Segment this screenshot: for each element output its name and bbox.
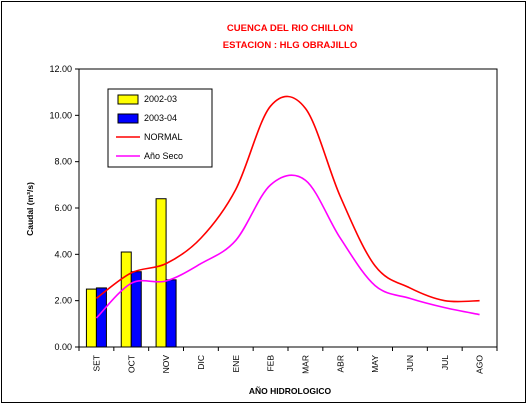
legend-label: NORMAL <box>144 132 183 142</box>
bar <box>120 251 132 348</box>
x-tick-label: ENE <box>231 355 241 373</box>
bar <box>165 279 177 348</box>
x-tick-label: DIC <box>196 355 206 370</box>
y-tick-label: 6.00 <box>54 203 72 213</box>
series-line <box>95 174 480 319</box>
x-tick-label: SET <box>91 355 101 372</box>
x-tick-label: MAR <box>300 355 310 374</box>
chart-title: CUENCA DEL RIO CHILLON <box>227 23 353 34</box>
legend: 2002-03 2003-04 NORMAL Año Seco <box>107 88 213 168</box>
x-tick-label: ABR <box>335 355 345 372</box>
bar <box>85 288 97 348</box>
series-line <box>95 95 480 303</box>
y-axis-label: Caudal (m³/s) <box>25 182 35 236</box>
legend-swatch <box>117 94 139 105</box>
y-tick-label: 8.00 <box>54 157 72 167</box>
x-tick-label: AGO <box>475 355 485 374</box>
legend-label: Año Seco <box>144 151 183 161</box>
chart-subtitle: ESTACION : HLG OBRAJILLO <box>223 40 357 51</box>
x-tick-label: JUN <box>405 355 415 372</box>
y-tick-label: 4.00 <box>54 249 72 259</box>
x-tick-label: JUL <box>440 355 450 370</box>
x-axis-label: AÑO HIDROLOGICO <box>249 386 332 396</box>
y-tick-label: 12.00 <box>49 64 72 74</box>
x-tick-label: OCT <box>126 355 136 373</box>
x-tick-label: FEB <box>266 355 276 372</box>
x-tick-label: NOV <box>161 355 171 374</box>
plot-layer: 0.00 2.00 4.00 6.00 8.00 10.00 12.00 SET OCT NOV D… <box>49 64 498 374</box>
y-tick-label: 2.00 <box>54 296 72 306</box>
x-tick-label: MAY <box>370 355 380 373</box>
bar <box>155 198 167 348</box>
legend-label: 2002-03 <box>144 94 177 104</box>
y-tick-label: 0.00 <box>54 342 72 352</box>
y-tick-label: 10.00 <box>49 110 72 120</box>
legend-swatch <box>117 113 139 124</box>
legend-label: 2003-04 <box>144 113 177 123</box>
